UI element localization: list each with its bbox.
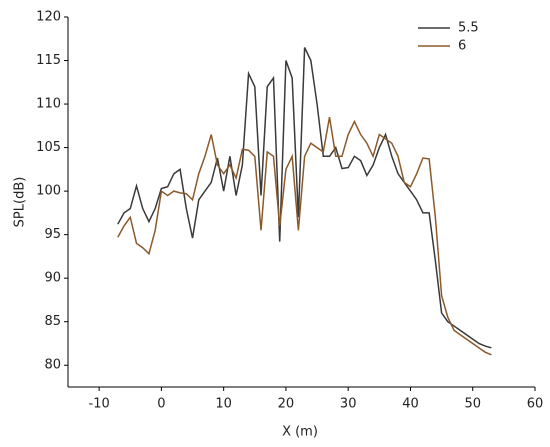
y-tick-label: 120: [36, 10, 61, 25]
series-line: [117, 116, 492, 356]
x-tick-label: 30: [340, 397, 357, 412]
y-tick-label: 80: [44, 358, 61, 373]
x-tick-label: 0: [157, 397, 165, 412]
x-tick-label: 20: [278, 397, 295, 412]
series-line: [117, 47, 492, 349]
y-tick-label: 100: [36, 184, 61, 199]
x-tick-label: 10: [215, 397, 232, 412]
legend-label: 6: [458, 39, 466, 54]
x-tick-label: 50: [464, 397, 481, 412]
y-tick-label: 115: [36, 53, 61, 68]
y-tick-label: 110: [36, 97, 61, 112]
y-tick-label: 95: [44, 227, 61, 242]
x-tick-label: 40: [402, 397, 419, 412]
x-axis-title: X (m): [282, 425, 318, 440]
x-tick-label: 60: [527, 397, 544, 412]
y-tick-label: 85: [44, 314, 61, 329]
y-tick-label: 105: [36, 140, 61, 155]
legend-label: 5.5: [458, 21, 479, 36]
y-axis-title: SPL(dB): [13, 177, 28, 228]
x-tick-label: -10: [89, 397, 110, 412]
y-tick-label: 90: [44, 271, 61, 286]
